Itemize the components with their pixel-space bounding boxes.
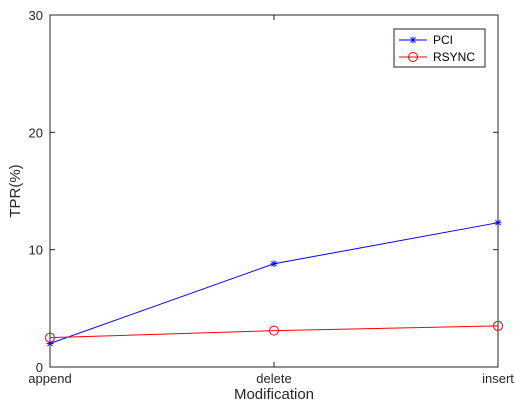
point-pci bbox=[494, 219, 502, 227]
plot-area bbox=[49, 14, 499, 368]
legend-marker-rsync bbox=[408, 52, 418, 62]
y-tick-label: 20 bbox=[29, 125, 43, 140]
legend-box bbox=[393, 28, 486, 68]
series-line-rsync bbox=[49, 325, 499, 339]
series-layer bbox=[45, 219, 503, 348]
y-axis: 0 10 20 30 bbox=[29, 8, 498, 375]
legend-label-rsync: RSYNC bbox=[433, 50, 475, 64]
y-tick-label: 0 bbox=[36, 360, 43, 375]
x-tick-label: append bbox=[28, 371, 71, 386]
y-axis-label: TPR(%) bbox=[7, 164, 24, 217]
point-pci bbox=[270, 260, 278, 268]
x-tick-label: delete bbox=[256, 371, 291, 386]
point-rsync bbox=[45, 332, 55, 343]
legend-label-pci: PCI bbox=[433, 33, 453, 47]
x-axis: append delete insert bbox=[28, 15, 514, 386]
y-tick-label: 30 bbox=[29, 8, 43, 23]
legend-marker-pci bbox=[409, 36, 417, 44]
x-tick-label: insert bbox=[482, 371, 514, 386]
y-tick-label: 10 bbox=[29, 243, 43, 258]
point-rsync bbox=[493, 320, 503, 331]
legend: PCI RSYNC bbox=[393, 28, 486, 68]
point-rsync bbox=[269, 325, 279, 336]
x-axis-label: Modification bbox=[234, 386, 314, 403]
